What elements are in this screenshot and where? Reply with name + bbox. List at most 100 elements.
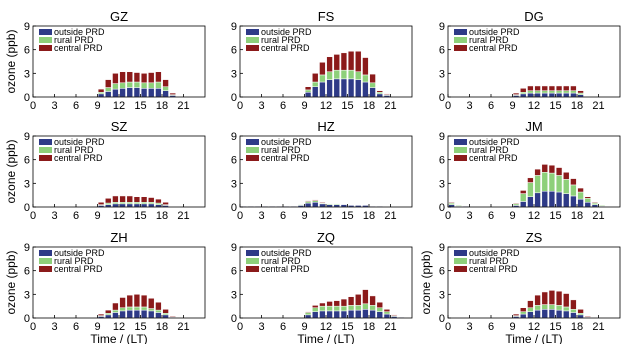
bar-outside-prd-h15	[140, 309, 148, 319]
panel-zh: 0 3 6 9 0 3 6 9 12 15 18 21 ZH ozone (ppb) Time / (LT)…	[4, 230, 206, 344]
bar-rural-prd-h18	[162, 86, 169, 91]
bar-central-prd-h17	[362, 57, 369, 76]
bar-outside-prd-h14	[548, 92, 556, 98]
bar-rural-prd-h15	[555, 90, 563, 94]
bar-outside-prd-h12	[534, 192, 541, 208]
bar-rural-prd-h10	[520, 193, 527, 202]
x-tick-label: 15	[134, 321, 146, 333]
bar-outside-prd-h11	[112, 203, 119, 208]
bar-central-prd-h13	[333, 54, 340, 71]
y-tick-label: 9	[24, 242, 30, 254]
bar-central-prd-h11	[527, 300, 534, 308]
bar-central-prd-h11	[527, 177, 534, 183]
legend-swatch-rural-prd	[246, 37, 259, 43]
bar-central-prd-h14	[548, 290, 556, 305]
bar-central-prd-h12	[326, 56, 333, 73]
x-tick-label: 6	[73, 100, 79, 112]
x-tick-label: 18	[363, 321, 375, 333]
y-axis-label: ozone (ppb)	[419, 250, 433, 314]
y-axis-label: ozone (ppb)	[4, 29, 18, 93]
x-tick-label: 18	[156, 321, 168, 333]
x-tick-label: 18	[363, 100, 375, 112]
bar-outside-prd-h18	[369, 87, 376, 98]
x-tick-label: 6	[280, 210, 286, 222]
x-tick-label: 18	[571, 100, 583, 112]
x-axis-label: Time / (LT)	[297, 332, 354, 344]
bar-central-prd-h19	[584, 316, 591, 318]
bar-rural-prd-h12	[534, 90, 541, 94]
bar-central-prd-h21	[390, 314, 398, 316]
bar-outside-prd-h15	[347, 78, 355, 98]
bar-central-prd-h19	[584, 196, 591, 199]
panel-title: ZQ	[317, 230, 335, 245]
bar-rural-prd-h16	[148, 308, 155, 312]
bar-outside-prd-h15	[347, 309, 355, 319]
legend-label: rural PRD	[469, 145, 509, 155]
y-tick-label: 3	[231, 178, 237, 190]
bar-rural-prd-h17	[155, 309, 162, 313]
bar-central-prd-h18	[577, 309, 584, 314]
legend-swatch-central-prd	[454, 155, 467, 161]
bar-rural-prd-h15	[140, 82, 148, 89]
bar-central-prd-h18	[369, 73, 376, 84]
y-tick-label: 6	[24, 266, 30, 278]
x-tick-label: 12	[113, 210, 125, 222]
bar-rural-prd-h15	[347, 305, 355, 311]
bar-outside-prd-h9	[304, 202, 312, 208]
y-tick-label: 0	[24, 92, 30, 104]
bar-central-prd-h14	[133, 196, 141, 203]
bar-outside-prd-h17	[362, 309, 369, 319]
bar-central-prd-h17	[155, 301, 162, 311]
legend-label: outside PRD	[469, 248, 520, 258]
x-tick-label: 21	[592, 321, 604, 333]
bar-rural-prd-h13	[333, 69, 340, 80]
bar-rural-prd-h13	[541, 90, 548, 94]
bar-outside-prd-h11	[319, 81, 326, 98]
bar-central-prd-h13	[126, 294, 133, 308]
legend-label: rural PRD	[261, 145, 301, 155]
legend-label: outside PRD	[261, 248, 312, 258]
bar-rural-prd-h9	[304, 312, 312, 316]
bar-central-prd-h9	[97, 202, 105, 205]
bar-outside-prd-h9	[304, 92, 312, 98]
bar-central-prd-h18	[162, 79, 169, 87]
x-tick-label: 9	[301, 100, 307, 112]
bar-rural-prd-h12	[119, 307, 126, 312]
x-tick-label: 6	[488, 321, 494, 333]
x-tick-label: 9	[301, 210, 307, 222]
y-tick-label: 3	[439, 68, 445, 80]
legend-label: central PRD	[469, 264, 518, 274]
legend-label: rural PRD	[54, 256, 94, 266]
x-tick-label: 21	[384, 100, 396, 112]
bar-outside-prd-h16	[355, 309, 362, 319]
x-tick-label: 12	[528, 321, 540, 333]
bar-outside-prd-h13	[126, 87, 133, 98]
legend-label: outside PRD	[54, 137, 105, 147]
bar-outside-prd-h13	[541, 309, 548, 319]
panel-zq: 0 3 6 9 0 3 6 9 12 15 18 21 ZQ Time / (LT) outside PRD…	[231, 230, 413, 344]
bar-outside-prd-h17	[570, 312, 577, 319]
y-tick-label: 9	[24, 131, 30, 143]
bar-central-prd-h17	[570, 178, 577, 186]
x-tick-label: 0	[445, 321, 451, 333]
legend-swatch-central-prd	[39, 45, 52, 51]
bar-rural-prd-h10	[312, 81, 319, 87]
x-tick-label: 12	[528, 210, 540, 222]
bar-rural-prd-h11	[112, 309, 119, 313]
bar-central-prd-h18	[577, 187, 584, 193]
bar-central-prd-h16	[355, 294, 362, 306]
legend-swatch-outside-prd	[39, 29, 52, 35]
bar-outside-prd-h12	[119, 88, 126, 98]
bar-outside-prd-h12	[326, 79, 333, 98]
bar-outside-prd-h12	[534, 92, 541, 98]
bar-outside-prd-h11	[527, 311, 534, 319]
y-tick-label: 0	[24, 202, 30, 214]
legend-label: central PRD	[261, 264, 310, 274]
legend-swatch-central-prd	[246, 45, 259, 51]
bar-central-prd-h18	[162, 202, 169, 205]
legend-swatch-outside-prd	[454, 139, 467, 145]
bar-central-prd-h20	[591, 202, 599, 204]
x-tick-label: 0	[30, 321, 36, 333]
